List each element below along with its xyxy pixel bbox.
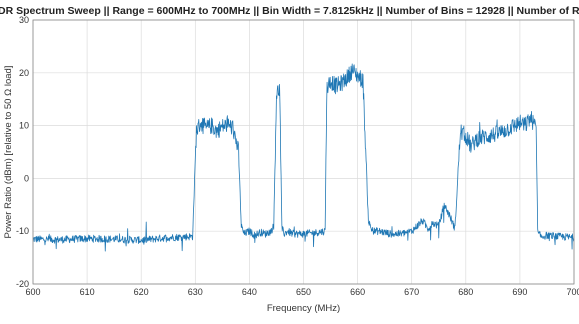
y-axis-label: Power Ratio (dBm) [relative to 50 Ω load… (3, 66, 14, 239)
x-tick-label: 600 (25, 287, 40, 297)
x-tick-label: 660 (350, 287, 365, 297)
x-tick-labels: 600 610 620 630 640 650 660 670 680 690 700 (25, 287, 579, 297)
x-tick-label: 650 (296, 287, 311, 297)
x-tick-label: 690 (512, 287, 527, 297)
y-tick-label: 0 (24, 173, 29, 183)
y-tick-label: 30 (19, 15, 29, 25)
grid-lines (32, 19, 575, 285)
y-tick-label: -10 (16, 226, 29, 236)
chart-title: RTL-SDR Spectrum Sweep || Range = 600MHz… (0, 5, 579, 17)
plot-frame (32, 19, 575, 285)
series-layer (32, 63, 575, 252)
y-tick-label: 10 (19, 121, 29, 131)
x-tick-label: 620 (134, 287, 149, 297)
x-tick-label: 630 (188, 287, 203, 297)
y-tick-label: -20 (16, 279, 29, 289)
x-tick-label: 680 (458, 287, 473, 297)
y-tick-labels: -20 -10 0 10 20 30 (16, 15, 29, 289)
x-tick-label: 700 (566, 287, 579, 297)
x-tick-label: 670 (404, 287, 419, 297)
y-tick-label: 20 (19, 68, 29, 78)
x-tick-label: 610 (80, 287, 95, 297)
spectrum-series-line (32, 63, 575, 252)
x-axis-label: Frequency (MHz) (267, 303, 340, 314)
x-tick-label: 640 (242, 287, 257, 297)
